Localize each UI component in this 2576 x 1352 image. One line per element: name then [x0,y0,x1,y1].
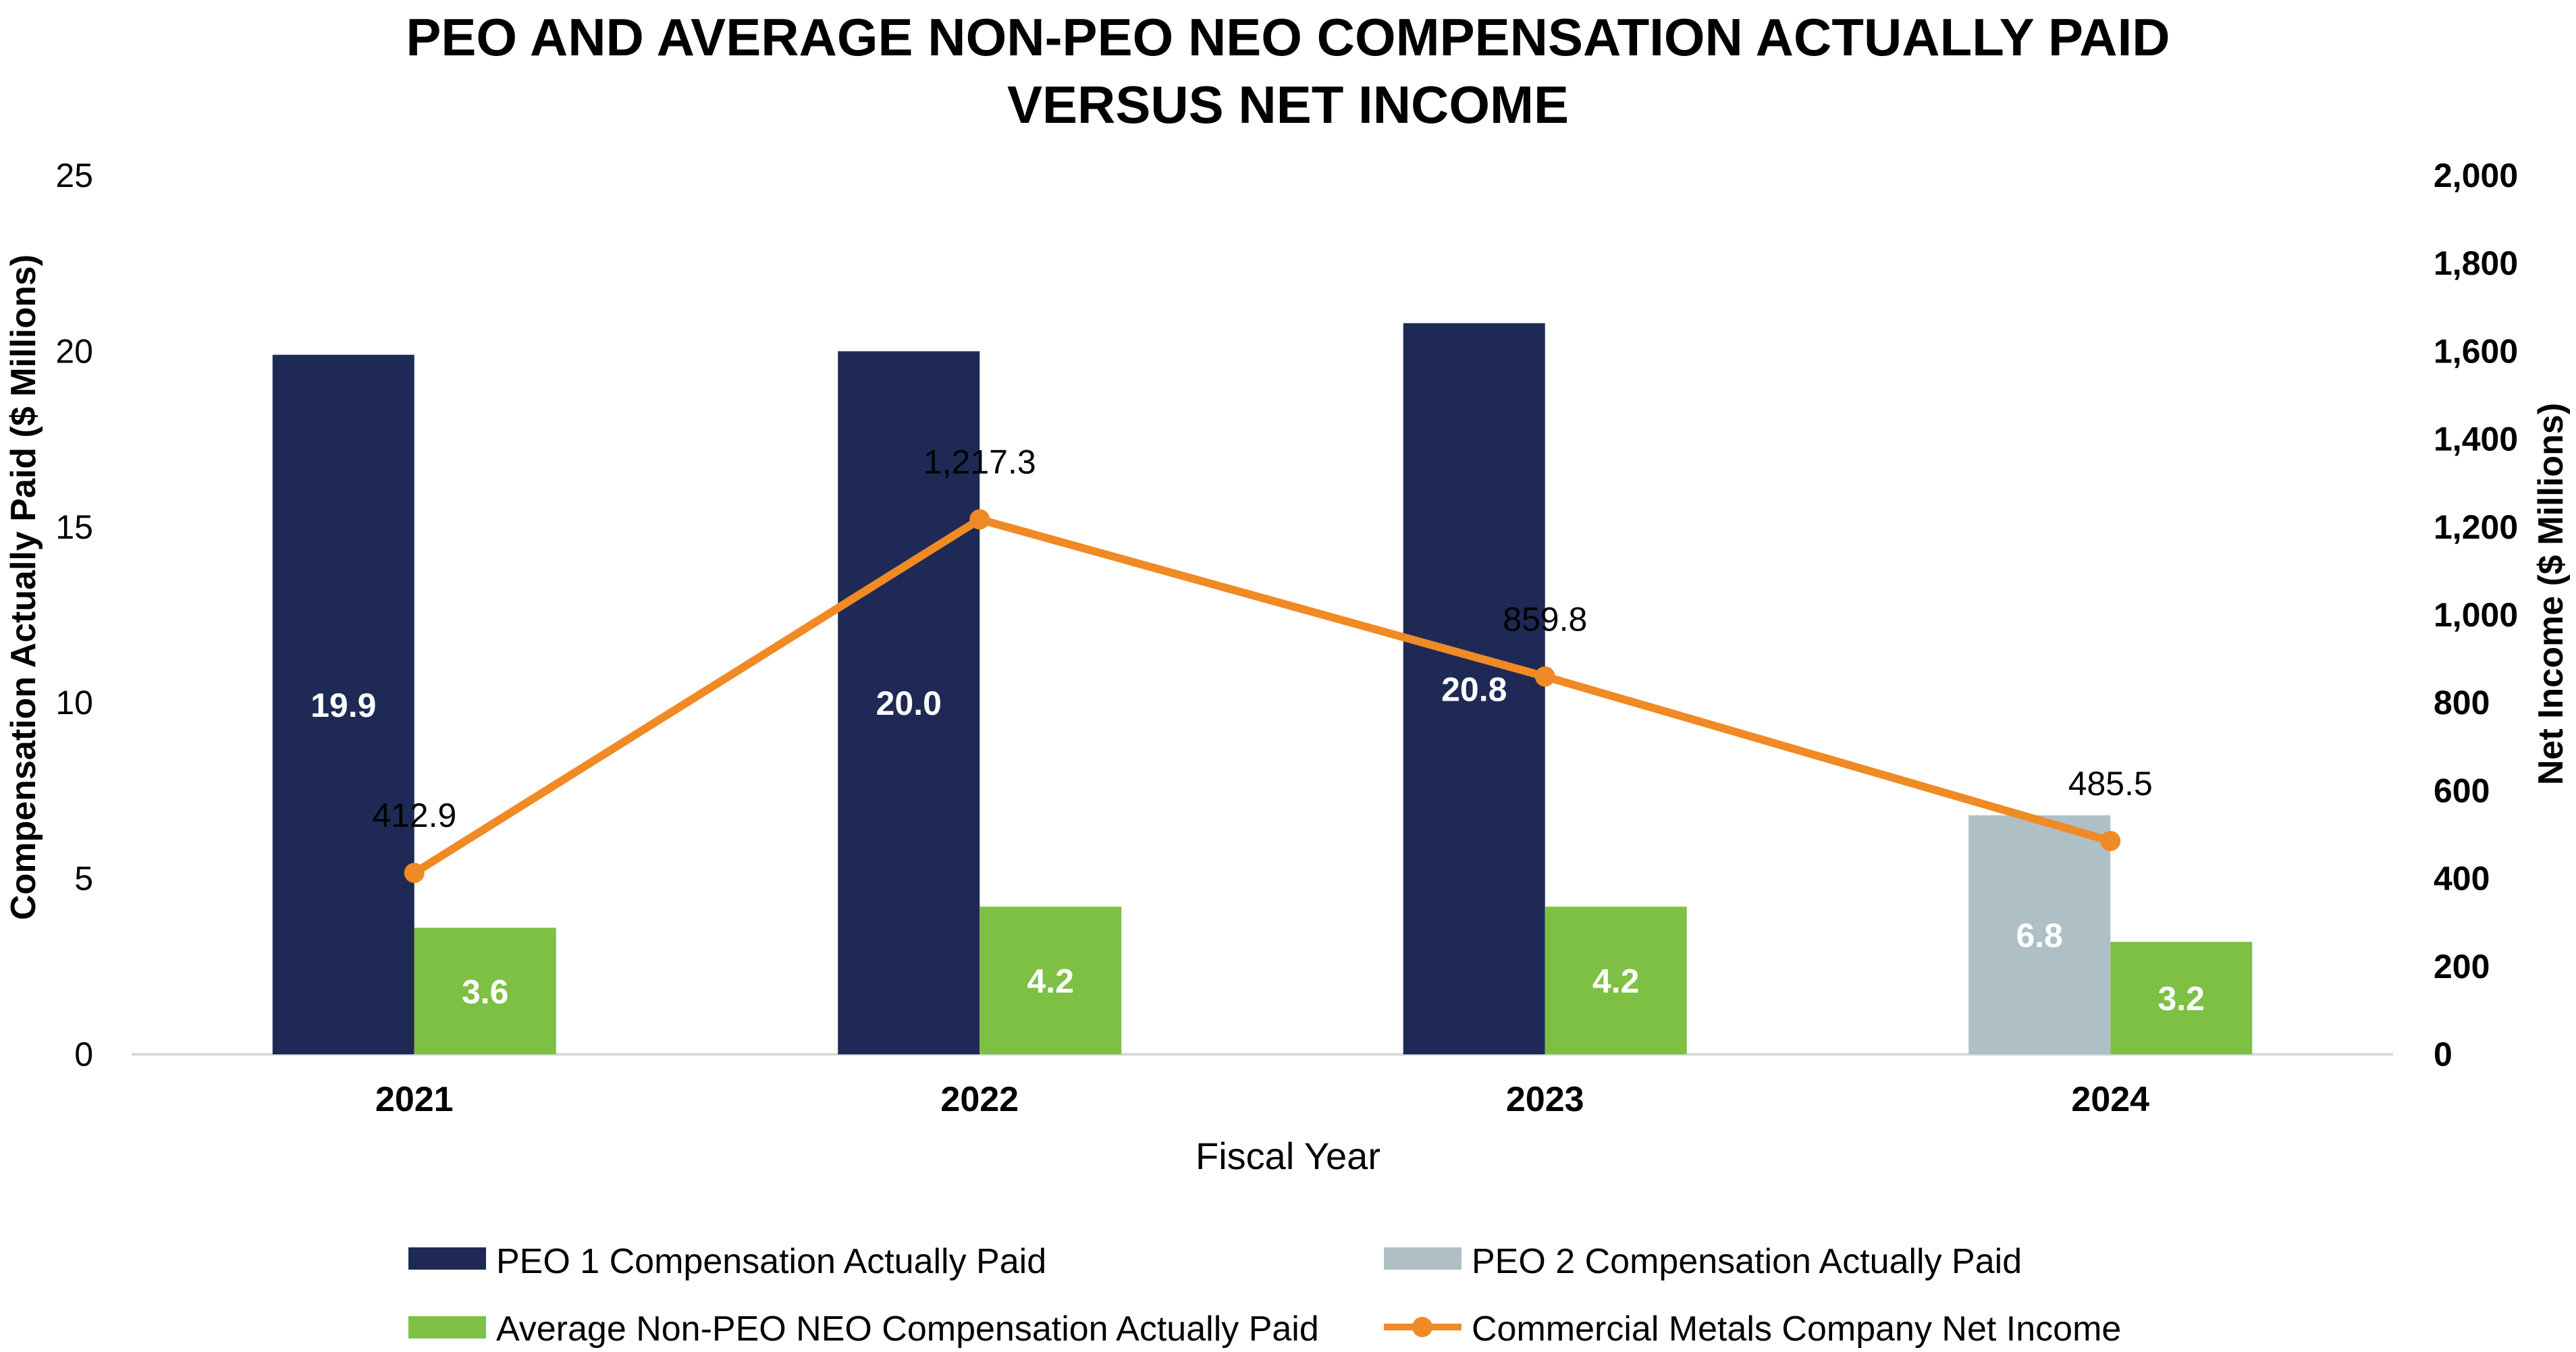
right-tick-label: 1,600 [2434,332,2518,370]
right-axis-title: Net Income ($ Millions) [2531,403,2571,785]
legend-label-net-income: Commercial Metals Company Net Income [1472,1309,2121,1349]
net-income-point [404,863,425,884]
non-peo-bar [980,907,1122,1054]
net-income-point [2100,830,2121,851]
right-tick-label: 1,800 [2434,244,2518,282]
legend-label-peo1: PEO 1 Compensation Actually Paid [496,1242,1046,1281]
right-tick-label: 2,000 [2434,157,2518,194]
right-tick-label: 1,000 [2434,596,2518,634]
non-peo-bar [2110,942,2253,1054]
bar-value-label: 3.6 [462,973,509,1010]
legend-label-non-peo: Average Non-PEO NEO Compensation Actuall… [496,1309,1319,1349]
peo-bar [272,354,414,1055]
legend-swatch-non-peo [408,1316,486,1339]
net-income-label: 412.9 [372,796,456,834]
right-axis-ticks: 0 200 400 600 800 1,000 1,200 1,400 1,600 1,800 2,… [2434,157,2518,1073]
left-tick-label: 10 [55,684,93,722]
net-income-label: 1,217.3 [923,443,1036,481]
left-tick-label: 0 [74,1035,93,1073]
x-tick-label: 2023 [1506,1080,1584,1119]
net-income-label: 859.8 [1503,600,1587,638]
non-peo-bar [1545,907,1687,1054]
peo-bar [1968,815,2111,1054]
legend-swatch-peo2 [1384,1247,1461,1270]
left-tick-label: 15 [55,508,93,546]
bars-group [272,323,2253,1055]
net-income-point [1534,666,1555,687]
legend-swatch-peo1 [408,1247,486,1270]
bar-value-label: 3.2 [2157,980,2205,1018]
left-tick-label: 5 [74,860,93,898]
x-axis-title: Fiscal Year [1196,1135,1380,1177]
bar-value-label: 19.9 [311,686,376,724]
right-tick-label: 1,400 [2434,421,2518,458]
x-tick-label: 2022 [940,1080,1019,1119]
x-tick-label: 2024 [2071,1080,2149,1119]
left-tick-label: 25 [55,157,93,194]
legend-swatch-net-income-marker [1412,1317,1432,1337]
bar-value-label: 4.2 [1592,963,1640,1000]
left-tick-label: 20 [55,332,93,370]
x-tick-label: 2021 [375,1080,454,1119]
legend: PEO 1 Compensation Actually Paid PEO 2 C… [408,1242,2121,1349]
right-tick-label: 0 [2434,1035,2452,1073]
right-tick-label: 1,200 [2434,508,2518,546]
bar-value-label: 20.0 [876,684,942,722]
net-income-line [412,515,2112,877]
bar-value-label: 4.2 [1027,963,1074,1000]
right-tick-label: 800 [2434,684,2490,722]
bar-labels-group: 19.9 3.6 20.0 4.2 20.8 4.2 6.8 3.2 [311,670,2205,1017]
peo-bar [1403,323,1545,1055]
bar-value-label: 20.8 [1441,670,1507,708]
x-axis-ticks: 2021 2022 2023 2024 [375,1080,2149,1119]
line-series-group: 412.9 1,217.3 859.8 485.5 [372,443,2153,884]
chart-title-line-1: PEO AND AVERAGE NON-PEO NEO COMPENSATION… [406,7,2170,67]
right-tick-label: 400 [2434,860,2490,898]
net-income-label: 485.5 [2068,765,2153,803]
non-peo-bar [414,927,556,1054]
bar-value-label: 6.8 [2016,917,2063,954]
net-income-point [969,509,990,530]
legend-label-peo2: PEO 2 Compensation Actually Paid [1472,1242,2022,1281]
peo-bar [838,351,980,1054]
chart-title-line-2: VERSUS NET INCOME [1007,75,1569,134]
right-tick-label: 600 [2434,772,2490,809]
left-axis-title: Compensation Actually Paid ($ Millions) [4,254,43,920]
left-axis-ticks: 0 5 10 15 20 25 [55,157,93,1073]
right-tick-label: 200 [2434,948,2490,985]
